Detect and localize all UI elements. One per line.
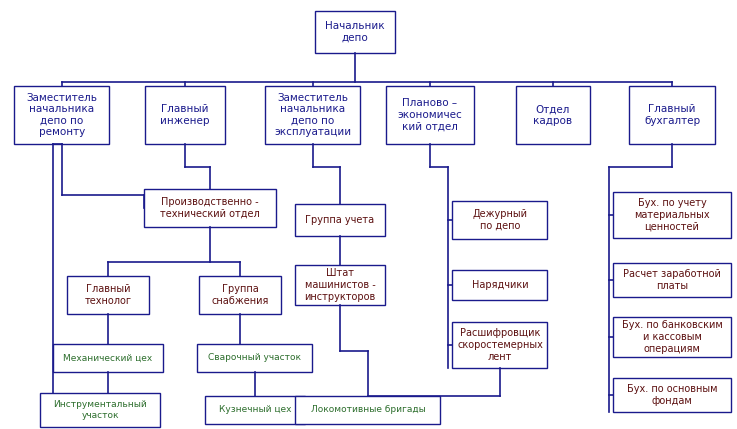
Text: Группа
снабжения: Группа снабжения — [212, 284, 269, 306]
FancyBboxPatch shape — [198, 344, 312, 372]
Text: Главный
технолог: Главный технолог — [85, 284, 131, 306]
Text: Бух. по основным
фондам: Бух. по основным фондам — [626, 384, 717, 406]
FancyBboxPatch shape — [315, 11, 395, 53]
FancyBboxPatch shape — [629, 86, 715, 144]
Text: Расчет заработной
платы: Расчет заработной платы — [623, 269, 721, 291]
FancyBboxPatch shape — [205, 396, 305, 424]
Text: Группа учета: Группа учета — [305, 215, 374, 225]
FancyBboxPatch shape — [199, 276, 281, 314]
FancyBboxPatch shape — [613, 378, 731, 412]
Text: Бух. по учету
материальных
ценностей: Бух. по учету материальных ценностей — [634, 198, 710, 232]
FancyBboxPatch shape — [453, 322, 548, 368]
Text: Локомотивные бригады: Локомотивные бригады — [310, 405, 425, 414]
FancyBboxPatch shape — [613, 192, 731, 238]
Text: Нарядчики: Нарядчики — [472, 280, 528, 290]
FancyBboxPatch shape — [453, 201, 548, 239]
FancyBboxPatch shape — [613, 317, 731, 357]
Text: Начальник
депо: Начальник депо — [325, 21, 385, 43]
FancyBboxPatch shape — [453, 270, 548, 300]
Text: Заместитель
начальника
депо по
ремонту: Заместитель начальника депо по ремонту — [27, 93, 97, 137]
Text: Планово –
экономичес
кий отдел: Планово – экономичес кий отдел — [398, 98, 462, 132]
Text: Заместитель
начальника
депо по
эксплуатации: Заместитель начальника депо по эксплуата… — [274, 93, 352, 137]
Text: Бух. по банковским
и кассовым
операциям: Бух. по банковским и кассовым операциям — [621, 320, 722, 353]
FancyBboxPatch shape — [265, 86, 360, 144]
Text: Дежурный
по депо: Дежурный по депо — [472, 209, 528, 231]
Text: Кузнечный цех: Кузнечный цех — [219, 405, 291, 414]
FancyBboxPatch shape — [15, 86, 110, 144]
FancyBboxPatch shape — [516, 86, 590, 144]
FancyBboxPatch shape — [295, 265, 385, 305]
Text: Расшифровщик
скоростемерных
лент: Расшифровщик скоростемерных лент — [457, 329, 543, 362]
FancyBboxPatch shape — [40, 393, 160, 427]
Text: Главный
инженер: Главный инженер — [160, 104, 210, 126]
Text: Инструментальный
участок: Инструментальный участок — [53, 400, 147, 420]
Text: Механический цех: Механический цех — [63, 353, 153, 363]
FancyBboxPatch shape — [295, 204, 385, 236]
Text: Сварочный участок: Сварочный участок — [209, 353, 301, 363]
FancyBboxPatch shape — [144, 189, 276, 227]
FancyBboxPatch shape — [386, 86, 474, 144]
FancyBboxPatch shape — [145, 86, 225, 144]
FancyBboxPatch shape — [613, 263, 731, 297]
Text: Главный
бухгалтер: Главный бухгалтер — [644, 104, 700, 126]
FancyBboxPatch shape — [53, 344, 163, 372]
Text: Производственно -
технический отдел: Производственно - технический отдел — [160, 197, 260, 219]
Text: Отдел
кадров: Отдел кадров — [534, 104, 573, 126]
FancyBboxPatch shape — [296, 396, 441, 424]
Text: Штат
машинистов -
инструкторов: Штат машинистов - инструкторов — [304, 269, 376, 302]
FancyBboxPatch shape — [67, 276, 149, 314]
